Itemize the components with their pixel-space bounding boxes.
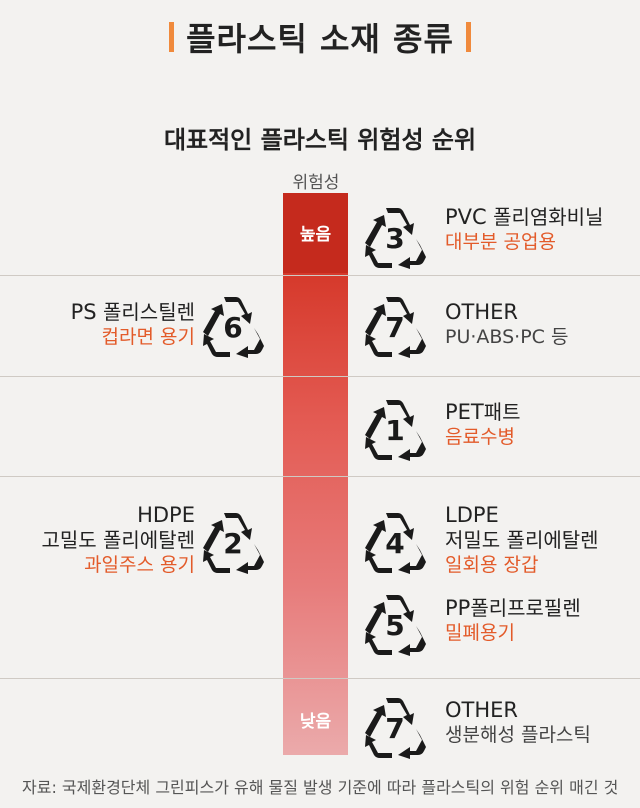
item-name: LDPE [445, 503, 499, 527]
subtitle: 대표적인 플라스틱 위험성 순위 [163, 126, 477, 154]
item-other-bio: OTHER 생분해성 플라스틱 [445, 698, 591, 748]
svg-text:2: 2 [223, 527, 242, 560]
level-low: 낮음 [299, 712, 332, 732]
recycle-7-icon: 7 [362, 294, 426, 358]
item-name: PVC [445, 205, 487, 229]
recycle-3-icon: 3 [362, 205, 426, 269]
item-kor: 폴리스틸렌 [103, 300, 195, 324]
item-kor: 고밀도 폴리에탈렌 [41, 528, 195, 552]
item-other: OTHER PU·ABS·PC 등 [445, 300, 568, 350]
item-pvc: PVC 폴리염화비닐 대부분 공업용 [445, 205, 603, 255]
divider [0, 678, 640, 679]
item-use: 대부분 공업용 [445, 231, 556, 253]
risk-label: 위험성 [292, 173, 340, 193]
recycle-7-icon: 7 [362, 695, 426, 759]
source-note: 자료: 국제환경단체 그린피스가 유해 물질 발생 기준에 따라 플라스틱의 위… [22, 778, 619, 797]
recycle-6-icon: 6 [200, 294, 264, 358]
risk-bar [283, 193, 348, 755]
item-use: PU·ABS·PC 등 [445, 326, 569, 348]
item-name: OTHER [445, 698, 519, 722]
recycle-4-icon: 4 [362, 510, 426, 574]
item-name: OTHER [445, 300, 519, 324]
item-use: 컵라면 용기 [101, 326, 195, 348]
svg-text:7: 7 [385, 712, 404, 745]
item-name: PP [445, 596, 471, 620]
item-name: HDPE [137, 503, 195, 527]
divider [0, 476, 640, 477]
divider [0, 376, 640, 377]
divider [0, 275, 640, 276]
level-high: 높음 [299, 225, 332, 245]
item-hdpe: HDPE 고밀도 폴리에탈렌 과일주스 용기 [10, 503, 195, 578]
item-kor: 폴리프로필렌 [470, 596, 581, 620]
title-row: 플라스틱 소재 종류 [0, 12, 640, 62]
item-use: 음료수병 [445, 426, 515, 448]
item-pet: PET패트 음료수병 [445, 400, 521, 450]
title-bar-right [465, 22, 471, 52]
svg-text:6: 6 [223, 311, 242, 344]
svg-text:5: 5 [385, 609, 404, 642]
item-ldpe: LDPE 저밀도 폴리에탈렌 일회용 장갑 [445, 503, 599, 578]
svg-text:7: 7 [385, 311, 404, 344]
item-use: 과일주스 용기 [84, 554, 195, 576]
svg-text:1: 1 [385, 414, 404, 447]
svg-text:4: 4 [385, 527, 404, 560]
item-use: 생분해성 플라스틱 [445, 724, 591, 746]
item-kor: 저밀도 폴리에탈렌 [445, 528, 599, 552]
item-name: PS [70, 300, 97, 324]
recycle-2-icon: 2 [200, 510, 264, 574]
item-use: 일회용 장갑 [445, 554, 539, 576]
item-name: PET [445, 400, 484, 424]
svg-text:3: 3 [385, 222, 404, 255]
risk-bar-top [283, 193, 348, 273]
item-kor: 폴리염화비닐 [493, 205, 604, 229]
recycle-1-icon: 1 [362, 397, 426, 461]
item-ps: PS 폴리스틸렌 컵라면 용기 [30, 300, 195, 350]
page-title: 플라스틱 소재 종류 [186, 20, 454, 58]
item-use: 밀폐용기 [445, 622, 515, 644]
item-pp: PP폴리프로필렌 밀폐용기 [445, 596, 581, 646]
item-kor: 패트 [483, 400, 521, 424]
recycle-5-icon: 5 [362, 592, 426, 656]
title-bar-left [169, 22, 175, 52]
